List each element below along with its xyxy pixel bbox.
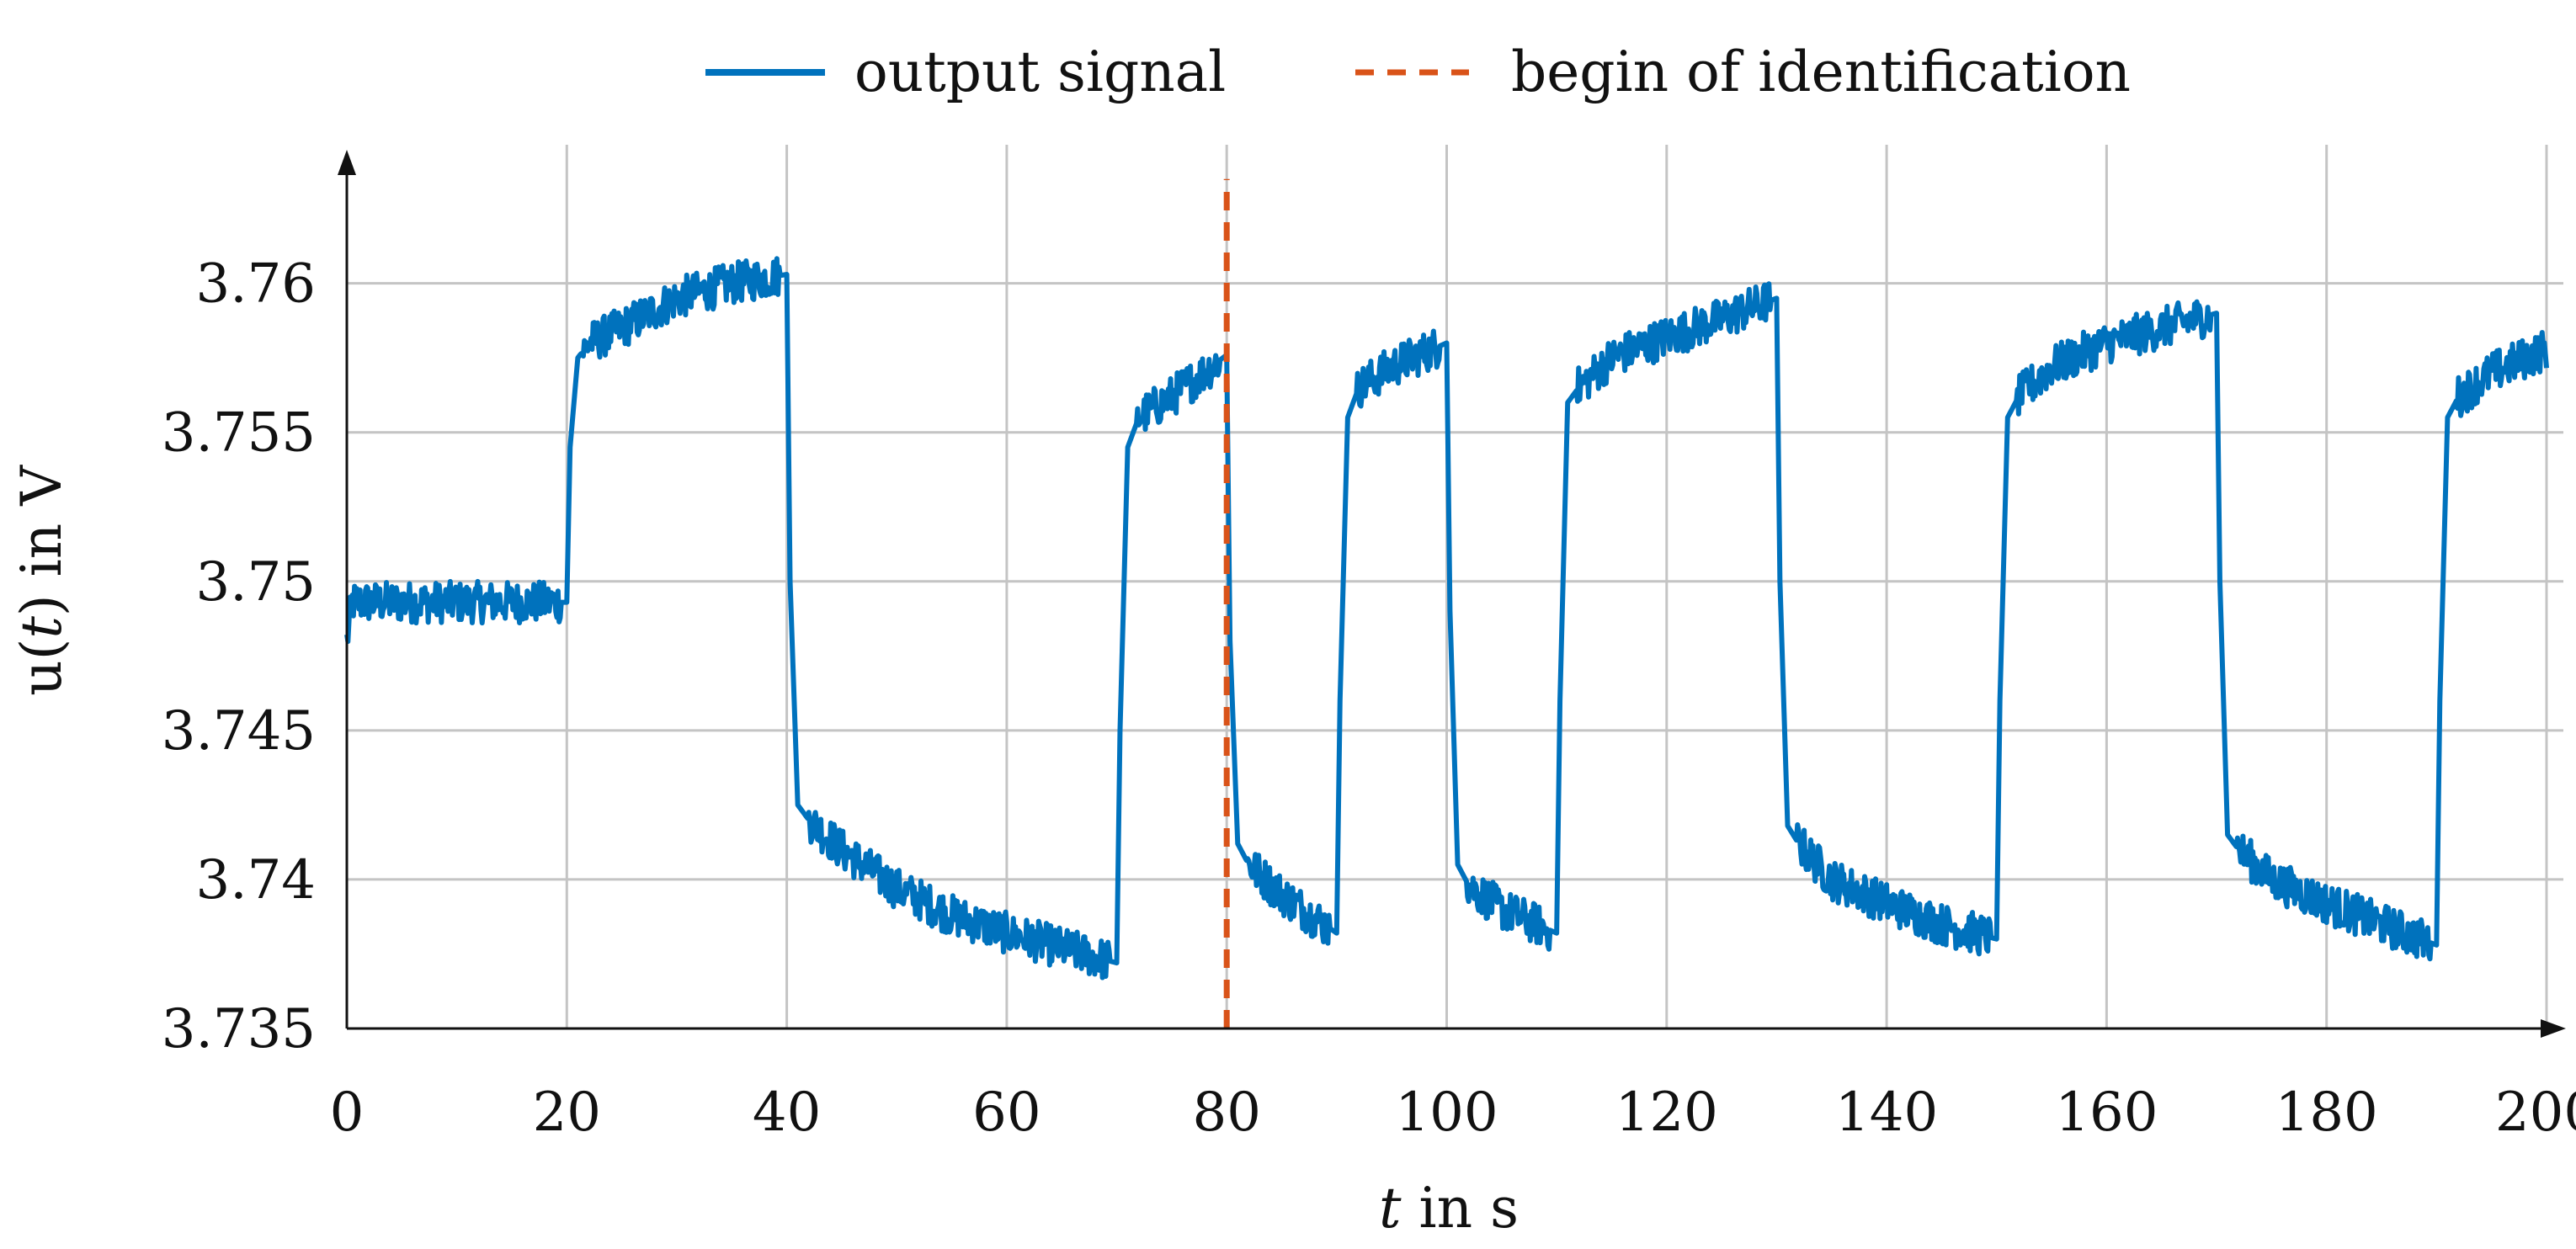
y-axis-title: u(t) in V (9, 465, 74, 696)
x-tick-label: 120 (1615, 1082, 1718, 1144)
y-tick-label: 3.76 (196, 253, 317, 316)
y-tick-labels: 3.735 3.74 3.745 3.75 3.755 3.76 (162, 253, 316, 1060)
x-tick-labels: 0 20 40 60 80 100 120 140 160 180 200 (330, 1082, 2576, 1144)
x-tick-label: 40 (753, 1082, 821, 1144)
y-tick-label: 3.74 (196, 849, 317, 912)
y-tick-label: 3.735 (162, 998, 316, 1060)
y-axis-unit-text: in V (9, 465, 74, 595)
x-axis-title: t in s (1379, 1176, 1519, 1241)
x-tick-label: 180 (2275, 1082, 2378, 1144)
y-tick-label: 3.75 (196, 551, 317, 614)
y-axis-symbol-open: u( (9, 639, 74, 696)
x-tick-label: 200 (2495, 1082, 2576, 1144)
axes (338, 150, 2566, 1038)
y-tick-label: 3.745 (162, 700, 316, 763)
x-tick-label: 160 (2055, 1082, 2158, 1144)
legend-label-begin-of-identification: begin of identification (1511, 40, 2131, 104)
x-axis-arrow (2541, 1019, 2566, 1038)
x-tick-label: 0 (330, 1082, 365, 1144)
legend-label-output-signal: output signal (854, 40, 1226, 104)
y-axis-symbol-close: ) (9, 594, 74, 616)
x-tick-label: 80 (1192, 1082, 1260, 1144)
y-tick-label: 3.755 (162, 402, 316, 465)
x-tick-label: 60 (972, 1082, 1041, 1144)
x-tick-label: 100 (1395, 1082, 1498, 1144)
grid (347, 145, 2563, 1028)
legend: output signal begin of identification (705, 40, 2131, 104)
x-tick-label: 140 (1835, 1082, 1938, 1144)
plot-area (344, 178, 2549, 1028)
y-axis-arrow (338, 150, 356, 175)
y-axis-symbol-var: t (9, 616, 74, 639)
x-tick-label: 20 (533, 1082, 601, 1144)
x-axis-unit-text: in s (1402, 1176, 1519, 1241)
series-line-output-signal (344, 256, 2549, 981)
x-axis-symbol: t (1379, 1176, 1402, 1241)
